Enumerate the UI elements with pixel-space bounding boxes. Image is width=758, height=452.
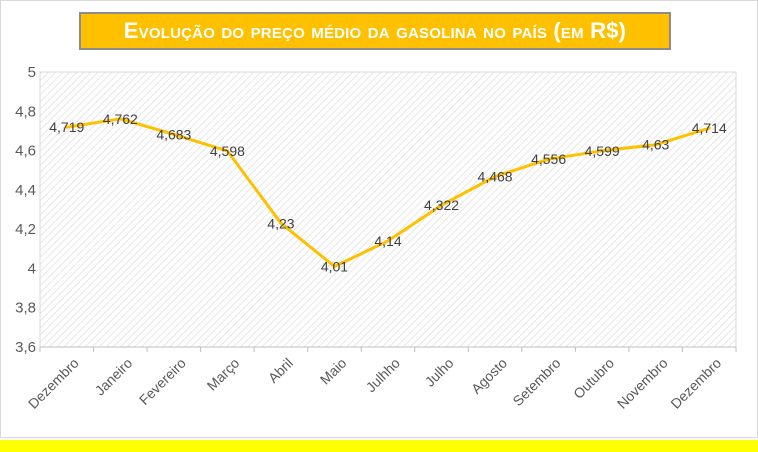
bottom-strip [0, 440, 758, 452]
data-label: 4,63 [642, 137, 669, 153]
y-tick-label: 3,8 [15, 300, 36, 317]
data-label: 4,468 [478, 169, 513, 185]
x-tick-label: Julhho [363, 355, 404, 396]
data-point [493, 175, 497, 178]
data-label: 4,599 [585, 143, 620, 159]
data-point [172, 132, 176, 136]
y-tick-label: 4 [28, 260, 36, 277]
y-tick-label: 4,8 [15, 103, 36, 120]
data-point [225, 149, 229, 153]
x-tick-label: Abril [265, 355, 296, 386]
y-tick-label: 4,6 [15, 143, 36, 160]
data-label: 4,01 [321, 258, 348, 274]
x-tick-label: Maio [317, 355, 350, 388]
data-label: 4,683 [156, 126, 191, 142]
chart-title: Evolução do preço médio da gasolina no p… [79, 12, 671, 50]
data-point [332, 264, 336, 268]
y-tick-label: 3,6 [15, 339, 36, 356]
x-tick-label: Março [204, 355, 243, 394]
data-label: 4,23 [267, 215, 294, 231]
y-tick-label: 5 [28, 64, 36, 81]
data-point [386, 239, 390, 243]
plot-area [39, 71, 737, 348]
data-point [65, 125, 69, 129]
x-tick-label: Outubro [570, 355, 617, 402]
data-point [440, 203, 444, 207]
x-tick-label: Dezembro [25, 355, 82, 412]
y-axis: 3,6 3,8 4 4,2 4,4 4,6 4,8 5 [15, 64, 36, 356]
x-tick-label: Novembro [614, 355, 671, 412]
data-point [600, 149, 604, 153]
data-label: 4,322 [424, 197, 459, 213]
data-label: 4,556 [531, 151, 566, 167]
x-tick-label: Agosto [468, 355, 510, 397]
data-point [118, 117, 122, 121]
data-label: 4,714 [692, 120, 727, 136]
x-tick-label: Janeiro [92, 355, 136, 399]
data-label: 4,719 [49, 119, 84, 135]
y-tick-label: 4,2 [15, 221, 36, 238]
data-point [279, 221, 283, 225]
series-group [65, 117, 711, 268]
x-tick-label: Julho [422, 355, 457, 390]
x-tick-label: Setembro [509, 355, 563, 409]
data-point [654, 143, 658, 147]
data-label: 4,14 [374, 233, 401, 249]
y-tick-label: 4,4 [15, 182, 36, 199]
x-axis: Dezembro Janeiro Fevereiro Março Abril Maio Ju… [25, 346, 737, 412]
x-tick-label: Fevereiro [136, 355, 189, 408]
data-point [707, 126, 711, 130]
data-label: 4,762 [103, 111, 138, 127]
x-tick-label: Dezembro [667, 355, 724, 412]
data-label: 4,598 [210, 143, 245, 159]
data-point [547, 157, 551, 161]
data-labels: 4,719 4,762 4,683 4,598 4,23 4,01 4,14 4,322 4,4… [49, 111, 727, 275]
